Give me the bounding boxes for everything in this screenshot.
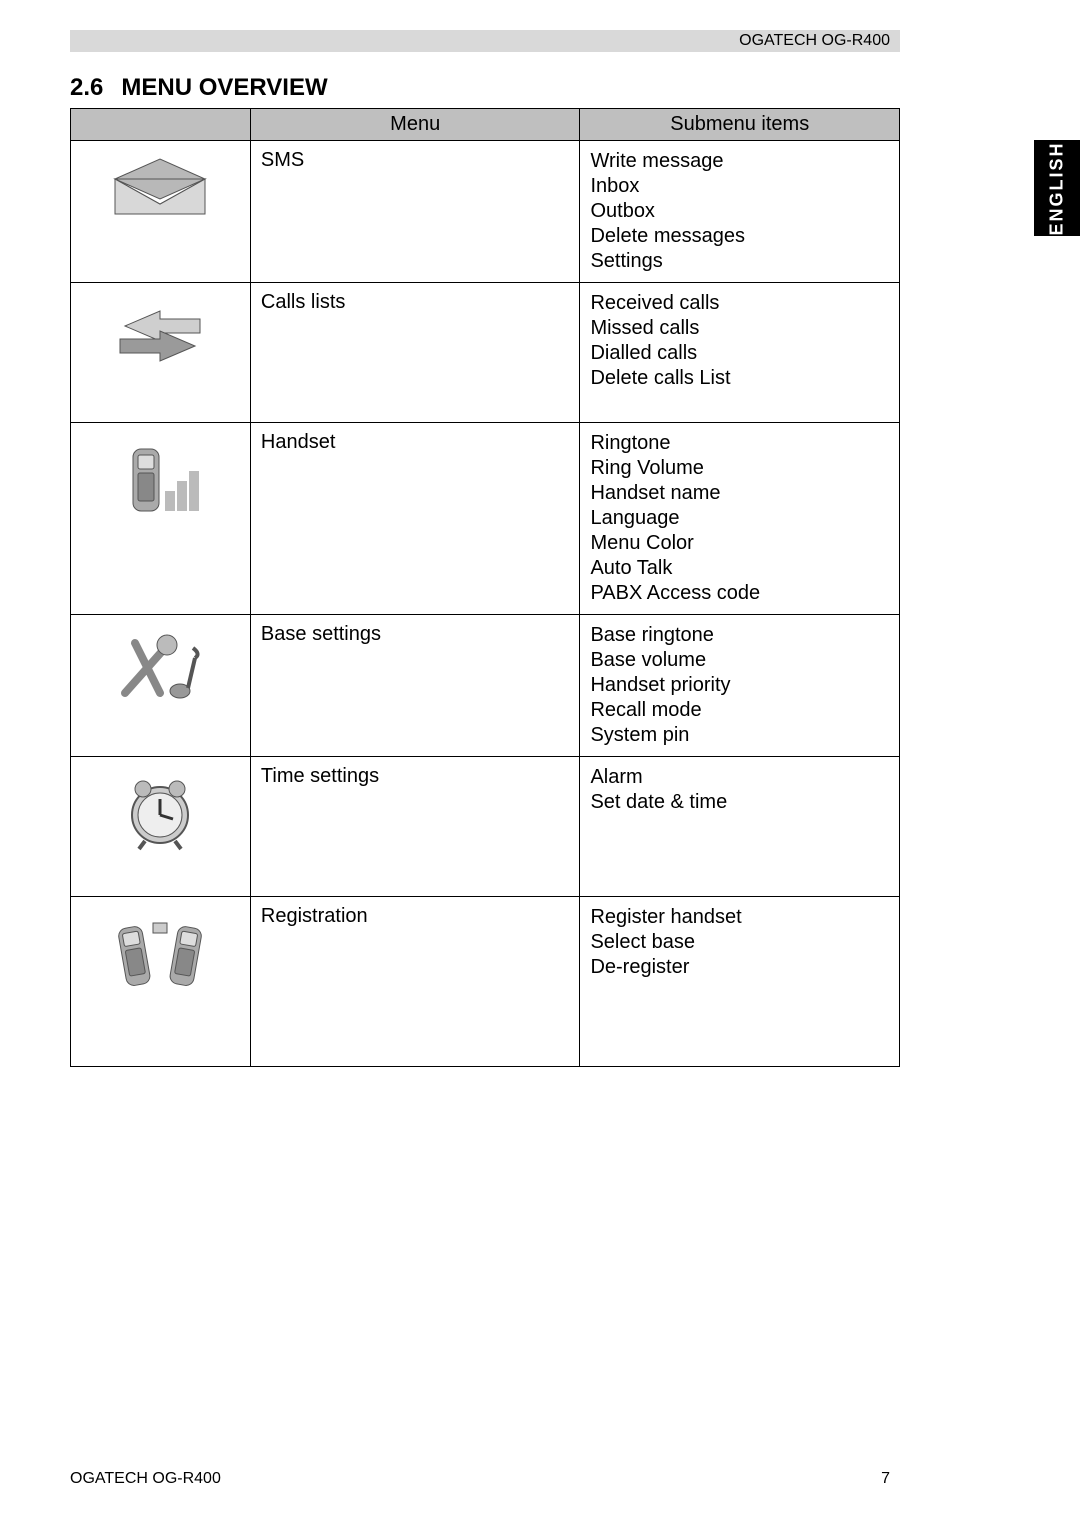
icon-cell [71, 141, 251, 283]
menu-cell: Base settings [250, 615, 580, 757]
menu-cell: Calls lists [250, 283, 580, 423]
table-row: Base settings Base ringtoneBase volumeHa… [71, 615, 900, 757]
submenu-cell: RingtoneRing VolumeHandset nameLanguageM… [580, 423, 900, 615]
tools-note-icon [105, 623, 215, 713]
table-row: Time settings AlarmSet date & time [71, 757, 900, 897]
menu-overview-table: Menu Submenu items SMS Write messageInbo… [70, 108, 900, 1067]
table-header-row: Menu Submenu items [71, 109, 900, 141]
handset-icon [105, 431, 215, 531]
section-number: 2.6 [70, 74, 103, 101]
submenu-cell: Write messageInboxOutboxDelete messagesS… [580, 141, 900, 283]
section-title: 2.6 MENU OVERVIEW [70, 74, 328, 102]
icon-cell [71, 757, 251, 897]
icon-cell [71, 615, 251, 757]
envelope-icon [105, 149, 215, 229]
table-row: Registration Register handsetSelect base… [71, 897, 900, 1067]
menu-cell: Time settings [250, 757, 580, 897]
table-row: Handset RingtoneRing VolumeHandset nameL… [71, 423, 900, 615]
table-row: Calls lists Received callsMissed callsDi… [71, 283, 900, 423]
submenu-cell: Received callsMissed callsDialled callsD… [580, 283, 900, 423]
two-handsets-icon [95, 905, 225, 1005]
submenu-cell: AlarmSet date & time [580, 757, 900, 897]
submenu-list: RingtoneRing VolumeHandset nameLanguageM… [590, 431, 889, 606]
header-model: OGATECH OG-R400 [739, 32, 890, 50]
col-header-icon [71, 109, 251, 141]
language-tab: ENGLISH [1034, 140, 1080, 236]
icon-cell [71, 897, 251, 1067]
icon-cell [71, 283, 251, 423]
footer-model: OGATECH OG-R400 [70, 1470, 221, 1488]
submenu-list: Received callsMissed callsDialled callsD… [590, 291, 889, 391]
menu-cell: Handset [250, 423, 580, 615]
menu-cell: Registration [250, 897, 580, 1067]
submenu-list: Base ringtoneBase volumeHandset priority… [590, 623, 889, 748]
icon-cell [71, 423, 251, 615]
submenu-list: Write messageInboxOutboxDelete messagesS… [590, 149, 889, 274]
footer-page-number: 7 [881, 1470, 890, 1488]
submenu-list: AlarmSet date & time [590, 765, 889, 815]
submenu-cell: Register handsetSelect baseDe-register [580, 897, 900, 1067]
section-heading: MENU OVERVIEW [121, 74, 327, 101]
arrows-icon [105, 291, 215, 371]
menu-cell: SMS [250, 141, 580, 283]
language-tab-label: ENGLISH [1047, 141, 1068, 235]
clock-icon [105, 765, 215, 855]
manual-page: OGATECH OG-R400 ENGLISH 2.6 MENU OVERVIEW… [0, 0, 1080, 1532]
col-header-menu: Menu [250, 109, 580, 141]
col-header-submenu: Submenu items [580, 109, 900, 141]
submenu-list: Register handsetSelect baseDe-register [590, 905, 889, 980]
table-row: SMS Write messageInboxOutboxDelete messa… [71, 141, 900, 283]
submenu-cell: Base ringtoneBase volumeHandset priority… [580, 615, 900, 757]
